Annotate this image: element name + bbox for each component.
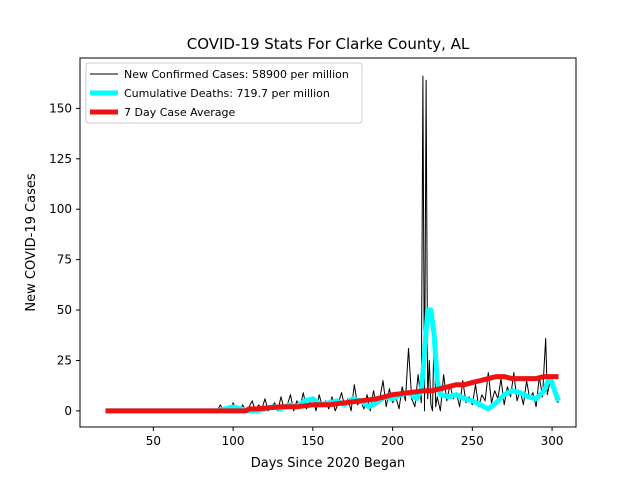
axes-frame	[79, 57, 577, 428]
legend-box	[85, 62, 363, 124]
x-tick-label: 150	[301, 434, 324, 448]
series-layer	[105, 75, 561, 414]
y-tick-label: 50	[57, 303, 72, 317]
x-tick-label: 50	[146, 434, 161, 448]
y-axis: 0 25 50 75 100 125 150	[49, 101, 80, 418]
legend-label: Cumulative Deaths: 719.7 per million	[124, 87, 330, 100]
y-tick-label: 150	[49, 101, 72, 115]
x-axis: 50 100 150 200 250 300	[146, 427, 564, 448]
x-tick-label: 200	[381, 434, 404, 448]
y-axis-label: New COVID-19 Cases	[24, 173, 39, 311]
y-tick-label: 0	[64, 404, 72, 418]
x-tick-label: 100	[222, 434, 245, 448]
x-tick-label: 300	[541, 434, 564, 448]
legend: New Confirmed Cases: 58900 per million Cu…	[85, 62, 363, 124]
x-tick-label: 250	[461, 434, 484, 448]
new-cases-line	[105, 75, 559, 412]
legend-label: New Confirmed Cases: 58900 per million	[124, 68, 349, 81]
x-axis-label: Days Since 2020 Began	[251, 456, 406, 471]
chart-title: COVID-19 Stats For Clarke County, AL	[187, 35, 470, 53]
y-tick-label: 125	[49, 152, 72, 166]
y-tick-label: 25	[57, 353, 72, 367]
case-average-line	[105, 374, 559, 414]
legend-label: 7 Day Case Average	[124, 106, 236, 119]
y-tick-label: 100	[49, 202, 72, 216]
y-tick-label: 75	[57, 253, 72, 267]
